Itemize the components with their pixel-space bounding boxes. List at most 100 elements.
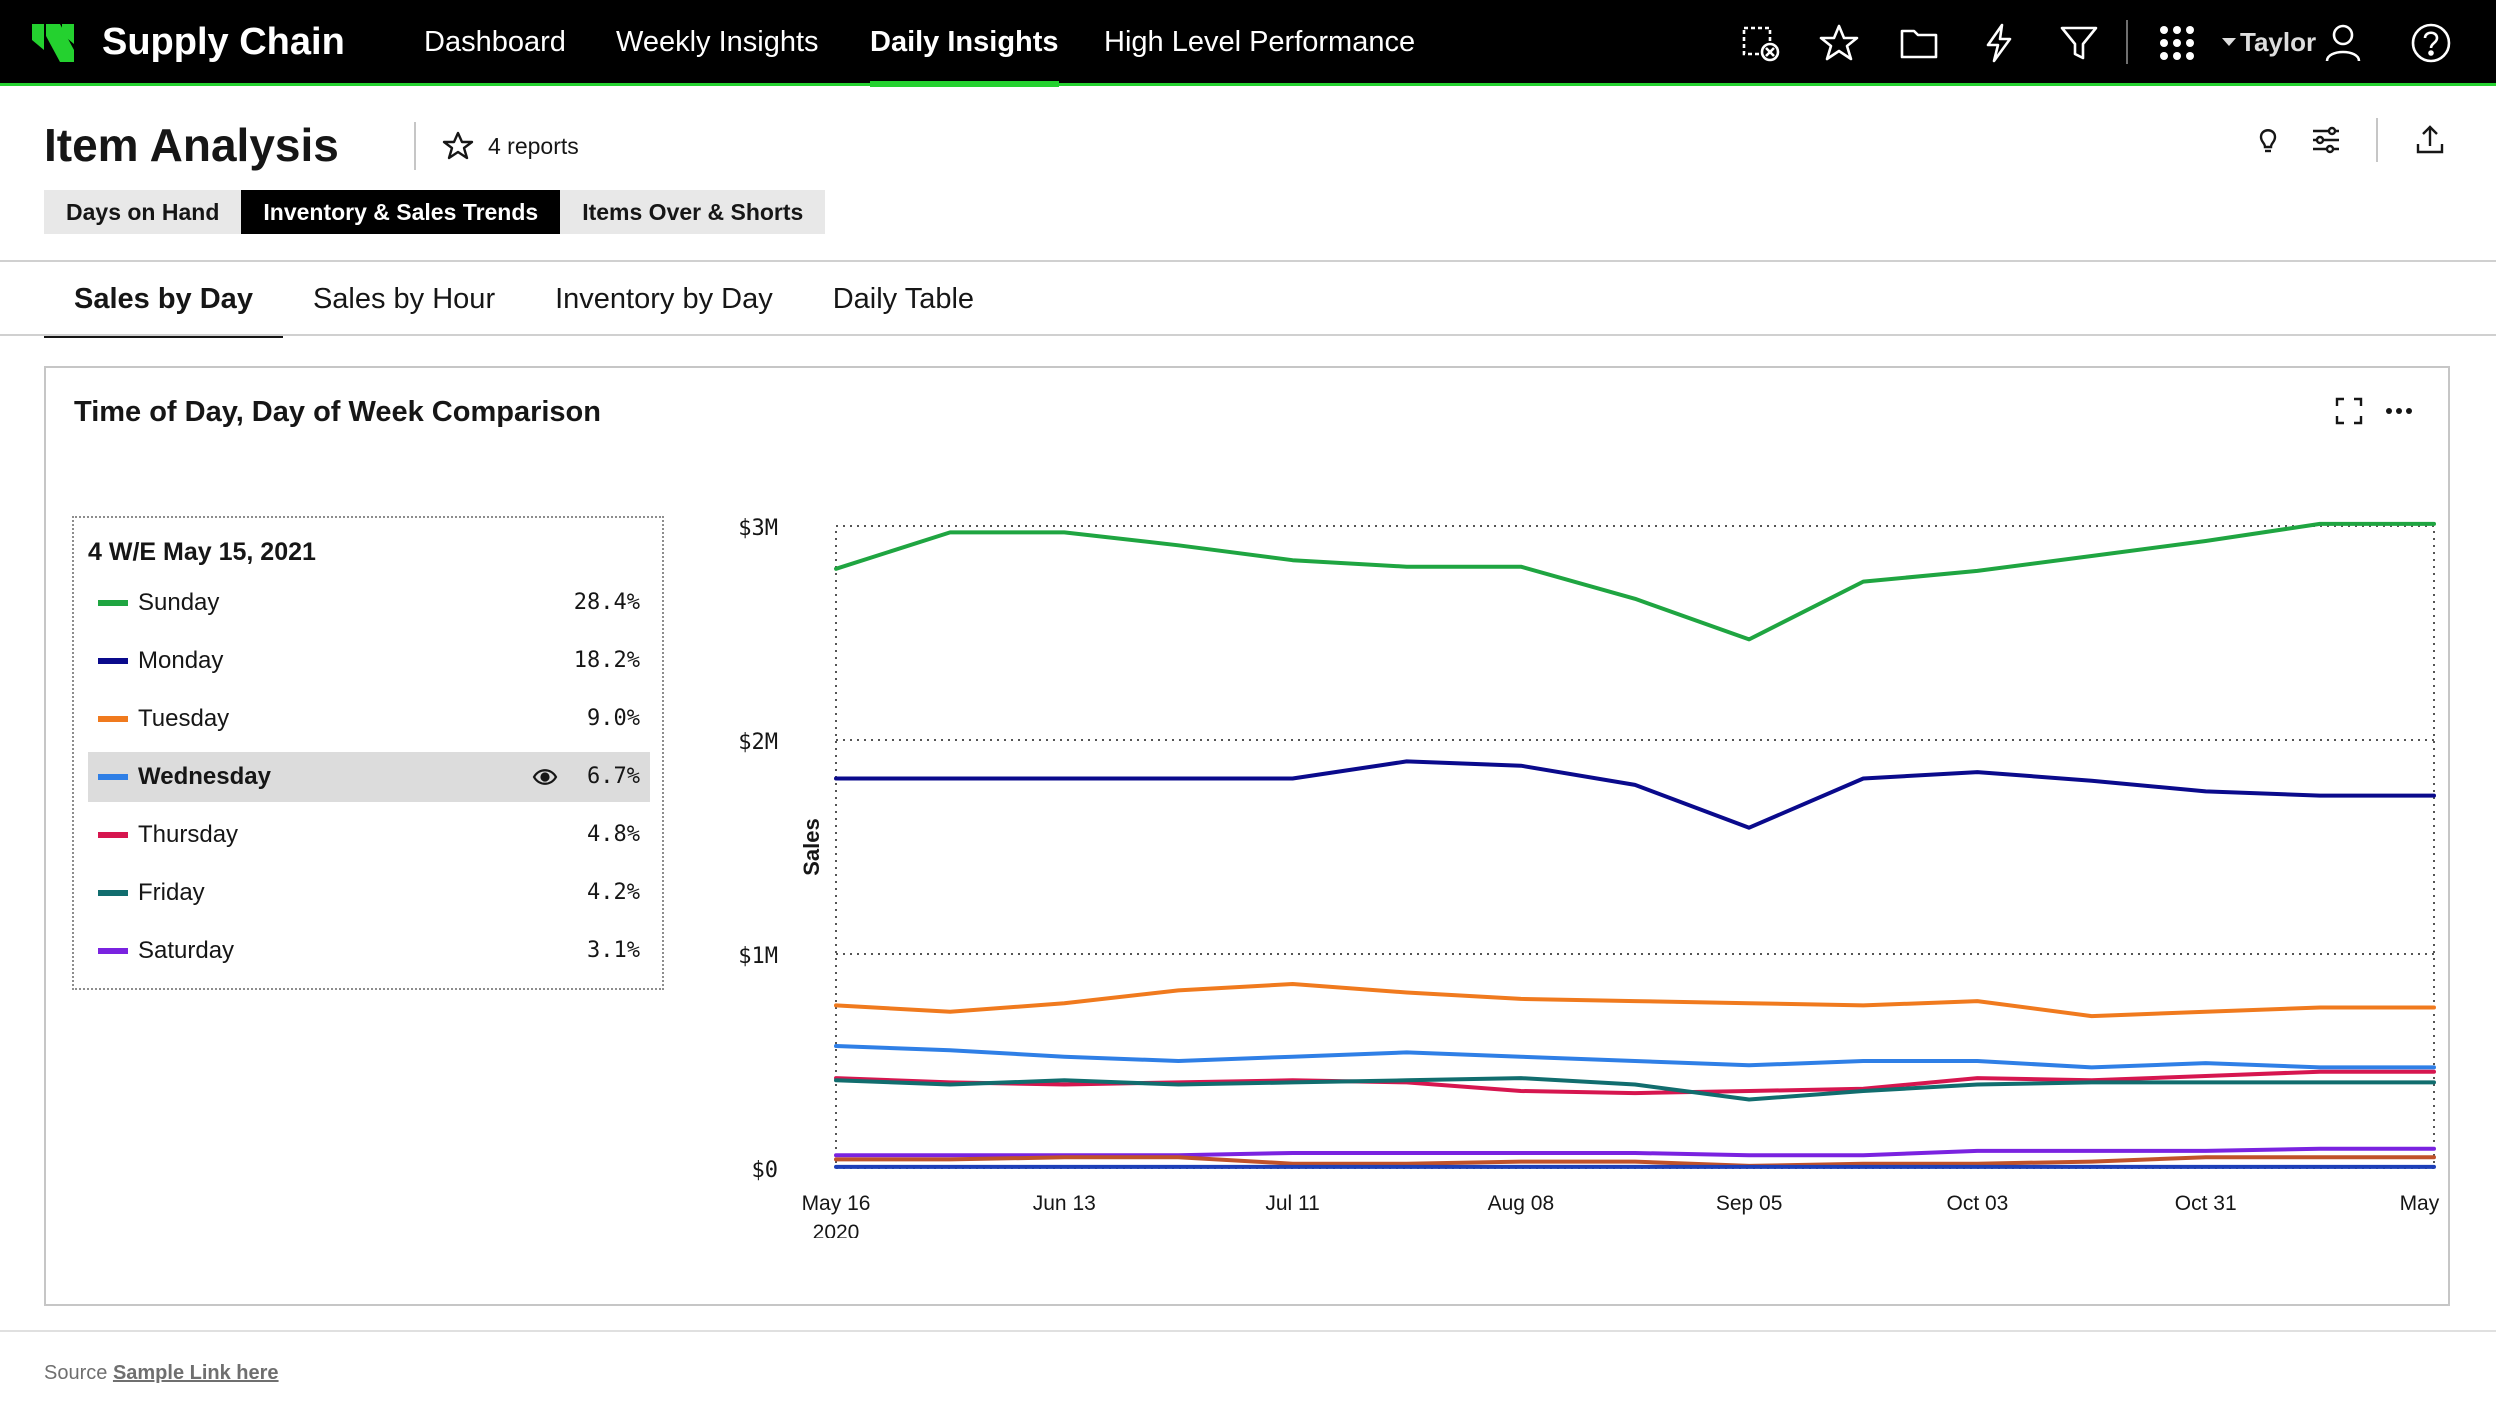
brand-logo-icon[interactable] — [30, 20, 76, 66]
y-tick-label: $0 — [752, 1158, 779, 1183]
chart-card: Time of Day, Day of Week Comparison 4 W/… — [44, 366, 2450, 1306]
legend-label: Monday — [138, 647, 224, 674]
legend-item-tuesday[interactable]: Tuesday 9.0% — [88, 694, 650, 744]
y-tick-label: $1M — [738, 944, 778, 969]
source-link[interactable]: Sample Link here — [112, 1362, 279, 1384]
legend-item-wednesday[interactable]: Wednesday 6.7% — [88, 752, 650, 802]
plot-frame — [835, 525, 2435, 1169]
lightning-icon[interactable] — [1978, 22, 2020, 64]
legend-label: Saturday — [138, 937, 235, 964]
tab-inventory-sales-trends[interactable]: Inventory & Sales Trends — [241, 190, 561, 234]
legend-title: 4 W/E May 15, 2021 — [88, 538, 316, 566]
eye-icon[interactable] — [532, 765, 558, 789]
nav-daily-insights[interactable]: Daily Insights — [870, 0, 1059, 87]
user-name[interactable]: Taylor — [2240, 27, 2317, 57]
x-tick-label: Jun 13 — [1033, 1192, 1096, 1215]
help-icon[interactable] — [2410, 22, 2452, 64]
legend-swatch — [98, 948, 128, 954]
x-tick-label: Oct 03 — [1946, 1192, 2008, 1215]
x-tick-label: May 16 — [802, 1192, 871, 1215]
view-tabs: Sales by Day Sales by Hour Inventory by … — [44, 262, 1004, 338]
overflow-menu-icon[interactable] — [2382, 394, 2416, 428]
nav-divider — [2126, 20, 2128, 64]
legend-label: Friday — [138, 879, 205, 906]
source-footer: Source Sample Link here — [44, 1362, 279, 1385]
expand-icon[interactable] — [2332, 394, 2366, 428]
chart-legend: 4 W/E May 15, 2021 Sunday 28.4% Monday 1… — [72, 516, 664, 990]
tab-sales-by-hour[interactable]: Sales by Hour — [312, 283, 496, 315]
legend-swatch — [98, 716, 128, 722]
sliders-icon[interactable] — [2308, 122, 2344, 158]
legend-item-thursday[interactable]: Thursday 4.8% — [88, 810, 650, 860]
legend-swatch — [98, 774, 128, 780]
star-icon[interactable] — [1818, 22, 1860, 64]
series-line-monday — [834, 759, 2436, 830]
tab-items-over-shorts[interactable]: Items Over & Shorts — [560, 190, 826, 234]
app-title[interactable]: Supply Chain — [102, 21, 345, 63]
x-tick-label: Oct 31 — [2175, 1192, 2237, 1215]
user-menu-caret-icon[interactable] — [2222, 38, 2236, 46]
series-line-thursday — [834, 1069, 2436, 1096]
series-line-sunday — [834, 521, 2436, 642]
legend-item-sunday[interactable]: Sunday 28.4% — [88, 578, 650, 628]
legend-value: 28.4% — [573, 590, 640, 615]
x-tick-label: May 15 — [2400, 1192, 2446, 1215]
legend-value: 18.2% — [573, 648, 640, 673]
export-icon[interactable] — [2412, 122, 2448, 158]
legend-value: 3.1% — [587, 938, 640, 963]
x-tick-label: Aug 08 — [1488, 1192, 1555, 1215]
legend-value: 9.0% — [587, 706, 640, 731]
y-tick-label: $2M — [738, 730, 778, 755]
x-tick-label: Jul 11 — [1265, 1192, 1319, 1215]
user-icon[interactable] — [2322, 22, 2364, 64]
apps-grid-icon[interactable] — [2156, 22, 2198, 64]
series-line-tuesday — [834, 982, 2436, 1019]
x-tick-sublabel: 2020 — [813, 1221, 860, 1238]
tabs-separator — [0, 334, 2496, 336]
series-line-saturday — [834, 1146, 2436, 1158]
legend-swatch — [98, 658, 128, 664]
legend-swatch — [98, 832, 128, 838]
star-outline-icon[interactable] — [442, 130, 474, 162]
legend-swatch — [98, 600, 128, 606]
tab-days-on-hand[interactable]: Days on Hand — [44, 190, 242, 234]
legend-item-monday[interactable]: Monday 18.2% — [88, 636, 650, 686]
top-navigation-bar: Supply Chain Dashboard Weekly Insights D… — [0, 0, 2496, 87]
header-separator — [0, 260, 2496, 262]
legend-label: Thursday — [138, 821, 239, 848]
select-clear-icon[interactable] — [1740, 22, 1782, 64]
header-divider — [2376, 118, 2378, 162]
nav-high-level-performance[interactable]: High Level Performance — [1104, 26, 1416, 58]
reports-favorite[interactable]: 4 reports — [442, 130, 579, 162]
lightbulb-icon[interactable] — [2250, 122, 2286, 158]
legend-value: 4.2% — [587, 880, 640, 905]
nav-dashboard[interactable]: Dashboard — [424, 26, 566, 58]
source-label: Source — [44, 1362, 108, 1384]
y-tick-label: $3M — [738, 516, 778, 541]
nav-weekly-insights[interactable]: Weekly Insights — [616, 26, 819, 58]
y-axis-label: Sales — [799, 818, 824, 876]
footer-separator — [0, 1330, 2496, 1332]
legend-label: Wednesday — [138, 763, 271, 790]
folder-icon[interactable] — [1898, 22, 1940, 64]
tab-inventory-by-day[interactable]: Inventory by Day — [555, 283, 773, 315]
legend-label: Sunday — [138, 589, 220, 616]
tab-daily-table[interactable]: Daily Table — [832, 283, 975, 315]
legend-swatch — [98, 890, 128, 896]
legend-value: 4.8% — [587, 822, 640, 847]
series-line-wednesday — [834, 1044, 2436, 1070]
legend-value: 6.7% — [587, 764, 640, 789]
legend-item-saturday[interactable]: Saturday 3.1% — [88, 926, 650, 976]
legend-item-friday[interactable]: Friday 4.2% — [88, 868, 650, 918]
series-line-friday — [834, 1076, 2436, 1102]
legend-label: Tuesday — [138, 705, 230, 732]
report-tabs: Days on Hand Inventory & Sales Trends It… — [44, 190, 826, 234]
page-title: Item Analysis — [44, 119, 339, 171]
title-divider — [414, 122, 416, 170]
reports-count: 4 reports — [488, 132, 579, 159]
filter-icon[interactable] — [2058, 22, 2100, 64]
line-chart: $0 $1M $2M $3M Sales May 16 2020 Jun 13 Jul 11 Au… — [738, 516, 2446, 1238]
card-title: Time of Day, Day of Week Comparison — [74, 396, 601, 428]
tab-sales-by-day[interactable]: Sales by Day — [44, 262, 283, 338]
x-tick-label: Sep 05 — [1716, 1192, 1783, 1215]
